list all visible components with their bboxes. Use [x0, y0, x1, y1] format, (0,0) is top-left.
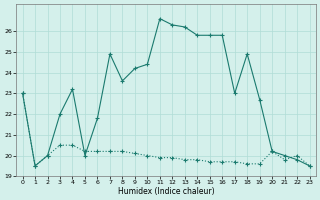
- X-axis label: Humidex (Indice chaleur): Humidex (Indice chaleur): [118, 187, 214, 196]
